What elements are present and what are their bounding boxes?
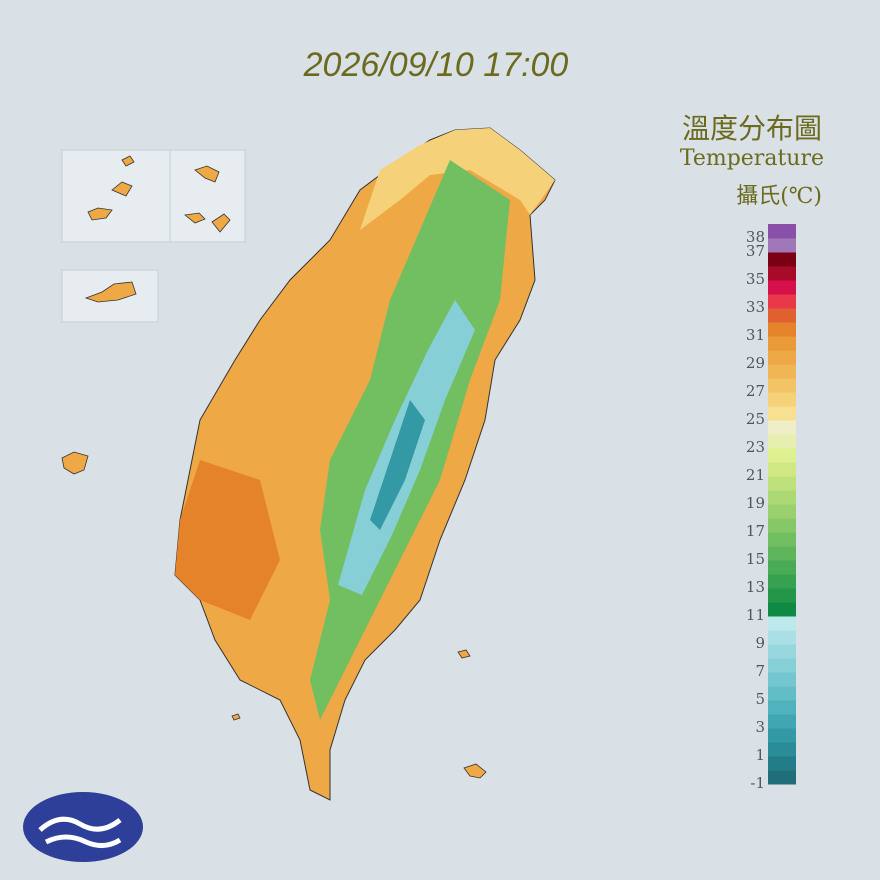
legend-label: 27	[746, 382, 765, 400]
legend-swatch	[768, 700, 796, 715]
legend-swatch	[768, 630, 796, 645]
legend-swatch	[768, 476, 796, 491]
zone-cold	[370, 400, 425, 530]
legend-swatch	[768, 224, 796, 239]
legend-swatch	[768, 280, 796, 295]
legend-swatch	[768, 238, 796, 253]
legend-swatch	[768, 532, 796, 547]
legend-swatch	[768, 406, 796, 421]
legend-label: 13	[746, 578, 765, 596]
legend-swatch	[768, 322, 796, 337]
legend-title: 溫度分布圖	[682, 112, 822, 145]
legend-swatch	[768, 644, 796, 659]
legend-label: 7	[755, 662, 765, 680]
legend-swatch	[768, 378, 796, 393]
legend-label: 21	[746, 466, 765, 484]
legend-swatch	[768, 392, 796, 407]
legend-label: 11	[746, 606, 765, 624]
legend-swatch	[768, 602, 796, 617]
island	[61, 155, 487, 779]
legend-label: 5	[755, 690, 765, 708]
legend-swatch	[768, 658, 796, 673]
legend-swatch	[768, 518, 796, 533]
legend-label: 37	[746, 242, 765, 260]
legend-swatch	[768, 560, 796, 575]
legend-swatch	[768, 490, 796, 505]
legend-label: 29	[746, 354, 765, 372]
legend-label: 31	[746, 326, 765, 344]
legend-swatch	[768, 420, 796, 435]
legend-label: 33	[746, 298, 765, 316]
legend-label: 35	[746, 270, 765, 288]
legend-label: 19	[746, 494, 765, 512]
legend-swatch	[768, 728, 796, 743]
legend-label: 23	[746, 438, 765, 456]
legend-swatch	[768, 364, 796, 379]
legend-swatch	[768, 770, 796, 785]
legend-label: 38	[746, 228, 765, 246]
legend-swatch	[768, 252, 796, 267]
legend-label: 1	[755, 746, 765, 764]
zone-hot	[175, 460, 280, 620]
legend-unit: 攝氏(℃)	[736, 184, 822, 209]
legend-label: -1	[750, 774, 765, 792]
zone-mild	[360, 128, 555, 230]
legend-swatch	[768, 742, 796, 757]
legend-label: 9	[755, 634, 765, 652]
legend-swatch	[768, 616, 796, 631]
legend-swatch	[768, 588, 796, 603]
legend-swatch	[768, 686, 796, 701]
legend-label: 25	[746, 410, 765, 428]
legend-swatch	[768, 672, 796, 687]
legend-swatch	[768, 714, 796, 729]
inset-box	[61, 149, 246, 243]
legend-label: 3	[755, 718, 765, 736]
legend-swatch	[768, 294, 796, 309]
logo-wave	[38, 816, 122, 848]
legend-swatch	[768, 336, 796, 351]
timestamp: 2026/09/10 17:00	[303, 46, 569, 84]
legend-label: 15	[746, 550, 765, 568]
legend-swatch	[768, 434, 796, 449]
legend-swatch	[768, 448, 796, 463]
legend-swatch	[768, 350, 796, 365]
legend-swatch	[768, 504, 796, 519]
legend-swatch	[768, 574, 796, 589]
legend-swatch	[768, 546, 796, 561]
legend-swatch	[768, 266, 796, 281]
legend-label: 17	[746, 522, 765, 540]
legend-subtitle: Temperature	[680, 146, 824, 171]
legend-swatch	[768, 756, 796, 771]
legend-swatch	[768, 308, 796, 323]
islands	[61, 155, 487, 779]
legend-swatch	[768, 462, 796, 477]
